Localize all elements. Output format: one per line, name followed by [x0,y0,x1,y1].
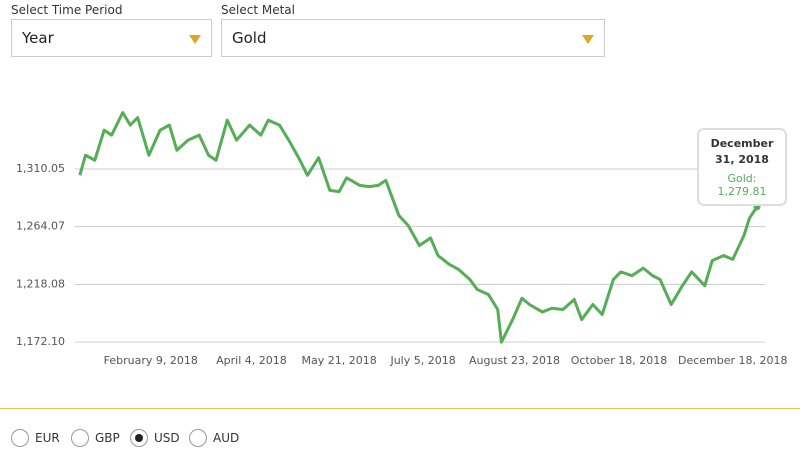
time-period-select[interactable]: Year [11,19,212,57]
radio-circle [11,429,29,447]
x-tick-label: December 18, 2018 [678,354,788,367]
radio-label: AUD [213,431,240,445]
tooltip-title: December 31, 2018 [710,137,774,166]
radio-circle [189,429,207,447]
select-label: Select Metal [221,3,295,17]
radio-label: GBP [95,431,120,445]
dropdown-arrow [582,35,594,44]
divider [0,408,800,409]
select-value: Gold [232,29,267,47]
line [78,111,759,344]
radio-label: USD [154,431,180,445]
currency-radio[interactable]: EUR [11,429,60,447]
y-tick-label: 1,172.10 [16,335,65,348]
x-tick-label: April 4, 2018 [216,354,287,367]
chart: 1,172.10 1,218.08 1,264.07 1,310.05 February… [16,111,788,367]
tooltip: December 31, 2018 Gold: 1,279.81 [697,128,787,206]
metal-select[interactable]: Gold [221,19,605,57]
radio-label: EUR [35,431,60,445]
currency-radio[interactable]: USD [130,429,180,447]
select-label: Select Time Period [11,3,123,17]
x-tick-label: May 21, 2018 [302,354,377,367]
dropdown-arrow [189,35,201,44]
y-tick-label: 1,310.05 [16,162,65,175]
x-tick-label: July 5, 2018 [389,354,455,367]
radio-circle [71,429,89,447]
x-tick-label: October 18, 2018 [571,354,668,367]
x-tick-label: August 23, 2018 [469,354,560,367]
x-tick-label: February 9, 2018 [104,354,198,367]
y-tick-label: 1,264.07 [16,220,65,233]
radio-circle [130,429,148,447]
radio-selected [135,434,143,442]
y-tick-label: 1,218.08 [16,277,65,290]
currency-radio[interactable]: GBP [71,429,120,447]
currency-radio[interactable]: AUD [189,429,239,447]
select-value: Year [22,29,54,47]
tooltip-text: Gold: 1,279.81 [717,172,767,198]
